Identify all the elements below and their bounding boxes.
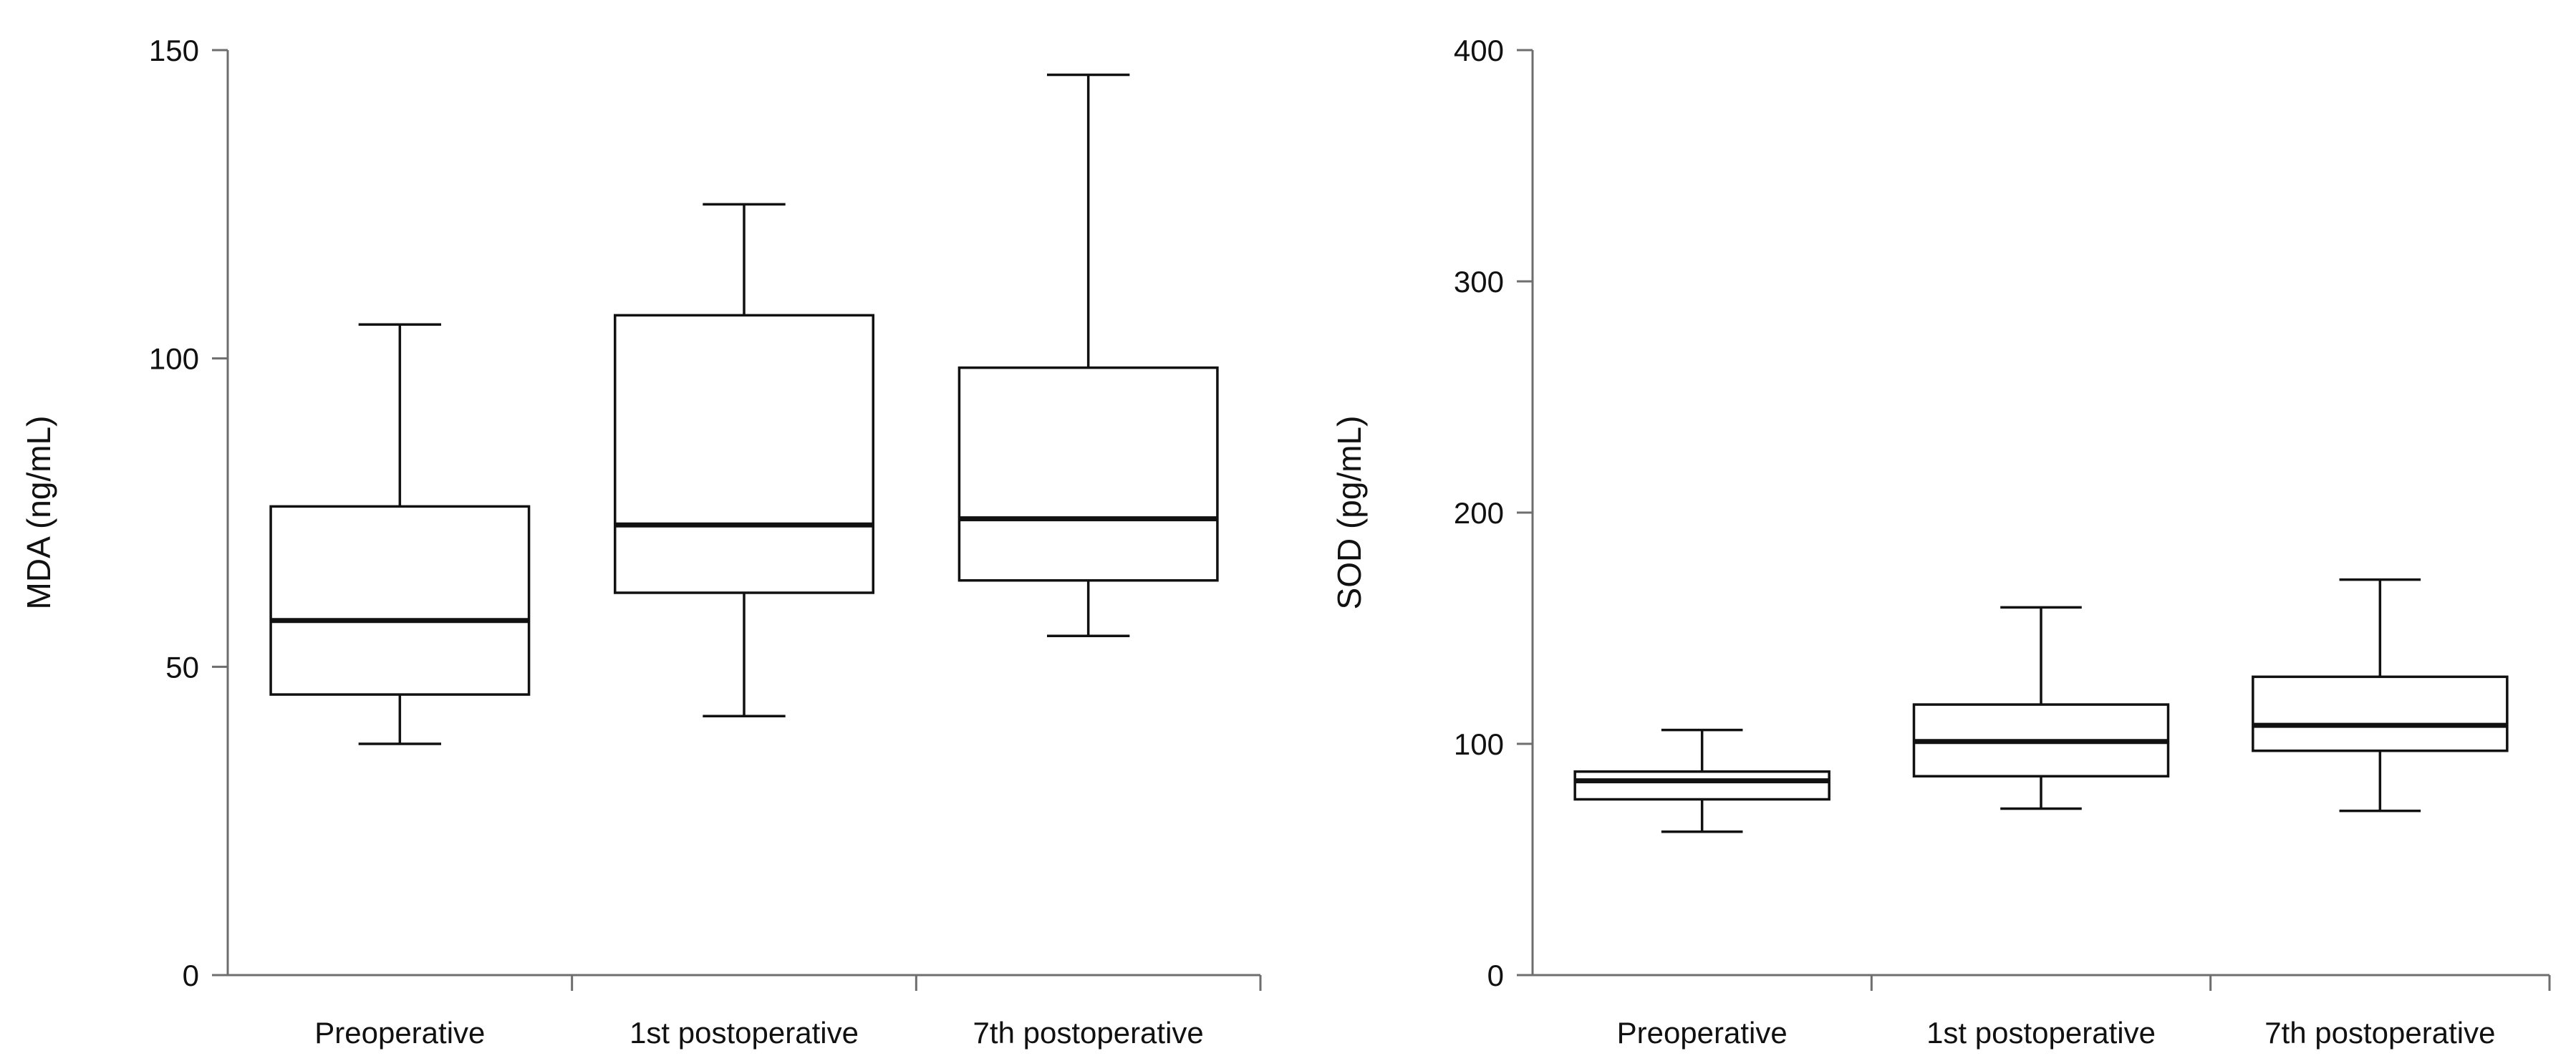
iqr-box <box>614 314 874 594</box>
iqr-box <box>1573 770 1830 801</box>
box-2 <box>614 203 874 717</box>
y-tick-label: 50 <box>165 650 199 684</box>
box-3 <box>2252 578 2509 813</box>
y-tick-label: 300 <box>1454 265 1504 299</box>
x-category-label: 7th postoperative <box>2264 1016 2495 1050</box>
y-axis-title: SOD (pg/mL) <box>1331 416 1368 610</box>
iqr-box <box>957 366 1219 582</box>
x-category-label: Preoperative <box>1617 1016 1788 1050</box>
y-tick-label: 150 <box>149 34 199 67</box>
x-category-label: 1st postoperative <box>1926 1016 2156 1050</box>
y-axis-title: MDA (ng/mL) <box>20 416 57 610</box>
x-category-label: Preoperative <box>314 1016 485 1050</box>
x-category-label: 7th postoperative <box>973 1016 1204 1050</box>
sod-boxplot-panel: 0 100 200 300 400 SOD (pg/mL) Preoperative 1st … <box>1331 34 2551 1050</box>
y-tick-label: 0 <box>183 959 199 992</box>
iqr-box <box>2252 675 2509 752</box>
y-tick-label: 100 <box>149 342 199 376</box>
x-category-label: 1st postoperative <box>629 1016 859 1050</box>
y-tick-label: 400 <box>1454 34 1504 67</box>
y-tick-label: 200 <box>1454 496 1504 530</box>
box-2 <box>1912 606 2170 810</box>
box-1 <box>1573 728 1830 833</box>
box-1 <box>269 323 531 745</box>
y-tick-label: 100 <box>1454 727 1504 761</box>
iqr-box <box>269 505 531 696</box>
box-3 <box>957 73 1219 638</box>
y-tick-label: 0 <box>1487 959 1504 992</box>
mda-boxplot-panel: 0 50 100 150 MDA (ng/mL) Preoperative 1st post… <box>20 34 1262 1050</box>
